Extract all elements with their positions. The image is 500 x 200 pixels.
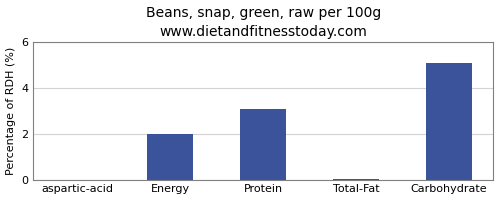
Bar bbox=[147, 134, 194, 180]
Bar bbox=[426, 63, 472, 180]
Bar bbox=[240, 109, 286, 180]
Bar bbox=[333, 179, 380, 180]
Y-axis label: Percentage of RDH (%): Percentage of RDH (%) bbox=[6, 46, 16, 175]
Title: Beans, snap, green, raw per 100g
www.dietandfitnesstoday.com: Beans, snap, green, raw per 100g www.die… bbox=[146, 6, 381, 39]
